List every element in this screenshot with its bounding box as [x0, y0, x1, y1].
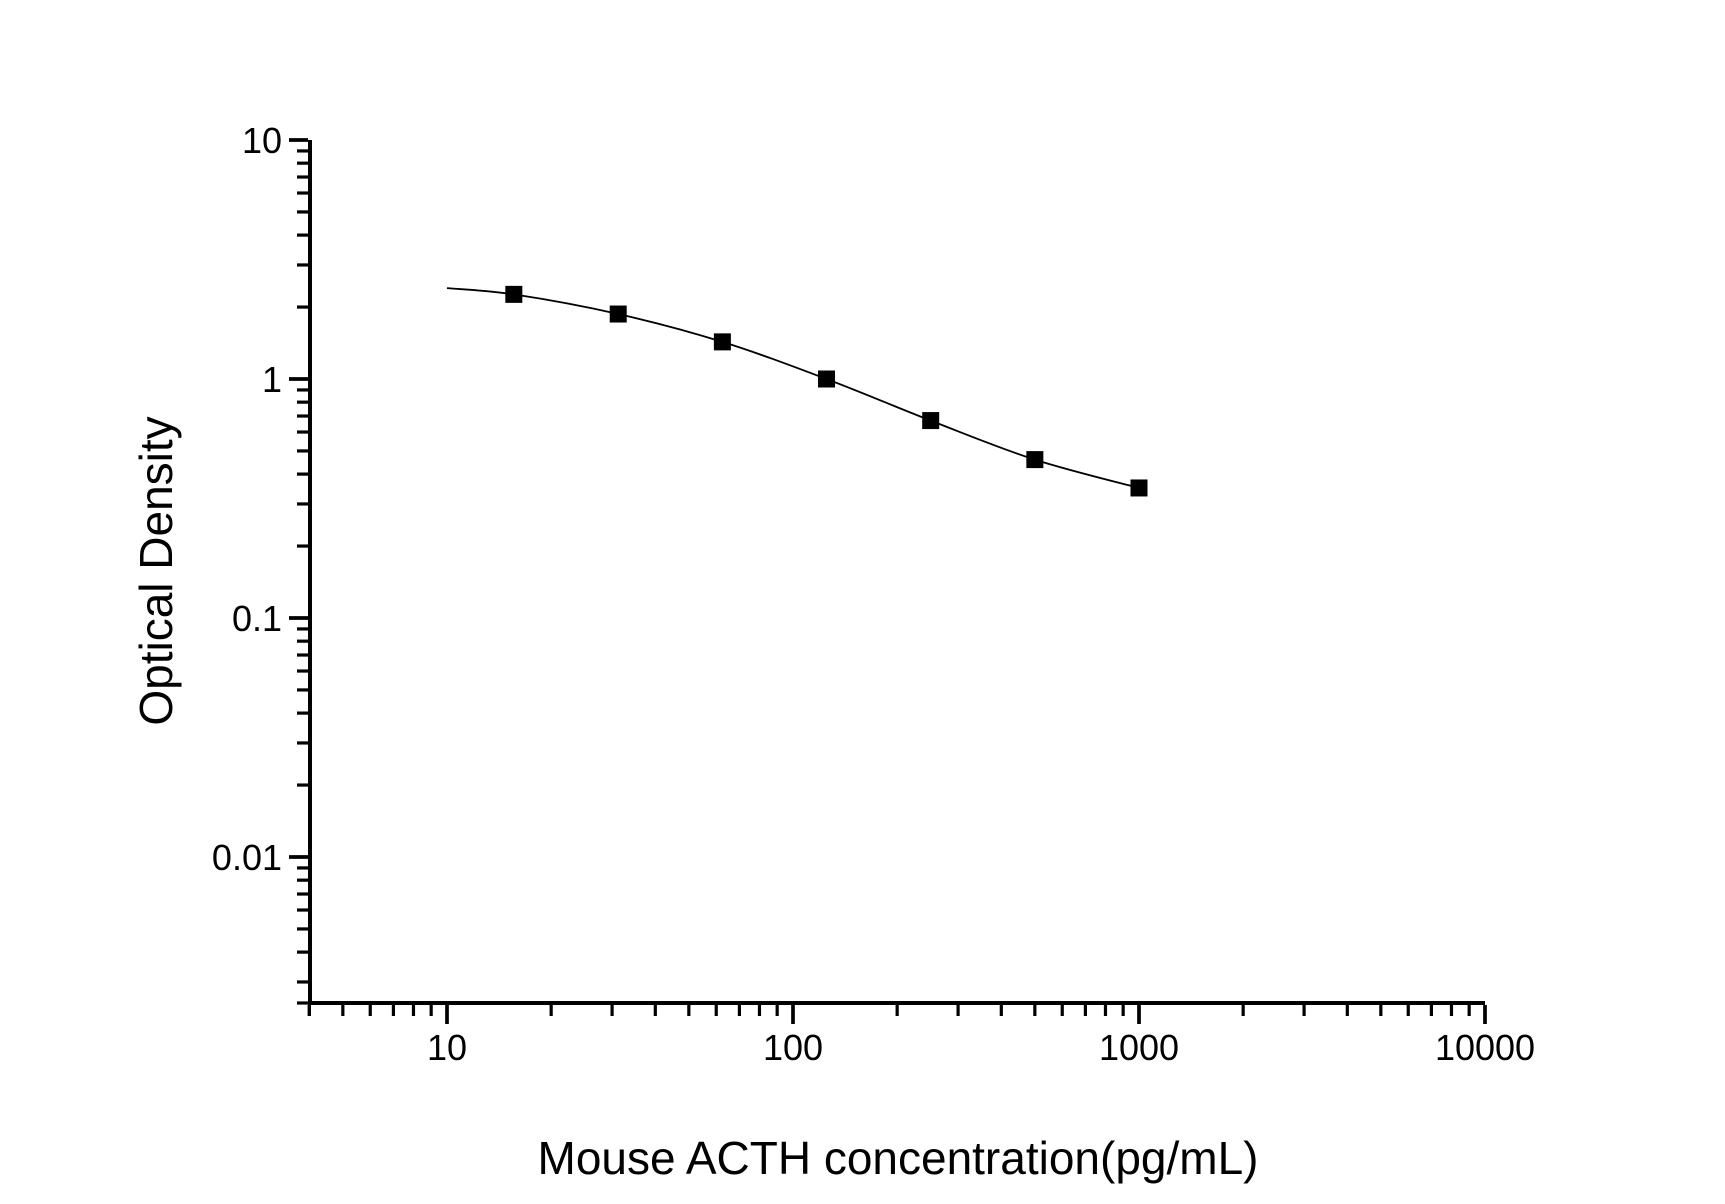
- x-axis-title: Mouse ACTH concentration(pg/mL): [537, 1132, 1259, 1184]
- y-axis-tick-label: 0.1: [232, 598, 282, 639]
- data-point-marker: [922, 412, 940, 430]
- data-point-marker: [1130, 479, 1148, 497]
- data-point-marker: [609, 305, 627, 323]
- y-axis-tick-label: 10: [242, 120, 282, 161]
- x-axis-tick-label: 10: [427, 1027, 467, 1068]
- data-point-marker: [818, 370, 836, 388]
- data-point-marker: [505, 285, 523, 303]
- data-point-marker: [713, 333, 731, 351]
- y-axis-tick-label: 0.01: [212, 837, 282, 878]
- x-axis-tick-label: 1000: [1099, 1027, 1179, 1068]
- y-axis-tick-label: 1: [262, 359, 282, 400]
- y-axis-title: Optical Density: [130, 416, 182, 726]
- data-point-marker: [1026, 451, 1044, 469]
- x-axis-tick-label: 100: [763, 1027, 823, 1068]
- x-axis-tick-label: 10000: [1435, 1027, 1535, 1068]
